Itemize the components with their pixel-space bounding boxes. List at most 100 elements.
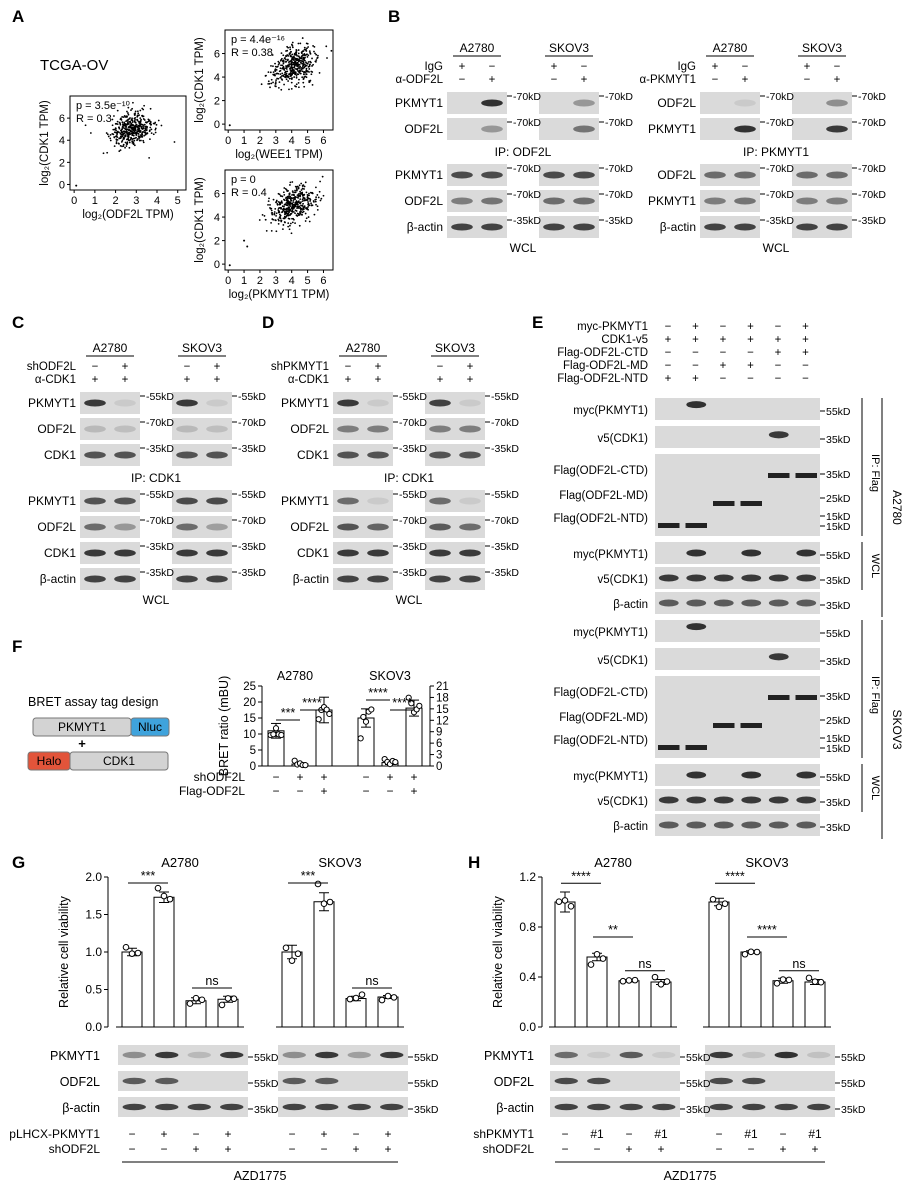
scatter-point	[280, 219, 282, 222]
scatter-point	[294, 209, 297, 212]
scatter-point	[118, 150, 121, 153]
scatter-point	[145, 129, 148, 131]
scatter-point	[89, 132, 92, 134]
scatter-point	[290, 87, 293, 90]
blot-band	[807, 1051, 831, 1059]
blot-membrane	[655, 814, 820, 836]
scatter-point	[112, 133, 115, 136]
p-value: p = 0	[231, 174, 256, 186]
blot-membrane	[333, 444, 393, 466]
scatter-point	[299, 190, 301, 193]
blot-band	[155, 1051, 179, 1059]
significance-label: ****	[757, 923, 777, 937]
condition-sign: −	[720, 321, 727, 333]
scatter-point	[288, 63, 291, 66]
scatter-point	[293, 196, 296, 199]
scatter-point	[118, 137, 121, 140]
scatter-point	[286, 204, 289, 206]
scatter-point	[285, 74, 288, 77]
blot-strip	[425, 418, 485, 440]
scatter-point	[300, 207, 303, 210]
scatter-point	[294, 222, 296, 225]
data-point	[811, 978, 819, 985]
mw-label: -55kD	[146, 489, 174, 501]
scatter-point	[292, 58, 295, 61]
blot-band	[774, 1103, 798, 1111]
condition-sign: +	[320, 784, 327, 798]
scatter-point	[119, 118, 122, 121]
scatter-point	[119, 133, 122, 135]
blot-band	[826, 171, 848, 179]
scatter-point	[130, 127, 133, 130]
data-point	[384, 992, 392, 1000]
scatter-point	[317, 54, 319, 57]
x-tick-label: 4	[289, 275, 295, 287]
data-point	[192, 994, 200, 1002]
scatter-point	[307, 208, 309, 211]
scatter-point	[299, 61, 302, 64]
blot-band	[741, 796, 762, 804]
scatter-point	[301, 37, 304, 39]
scatter-point	[288, 61, 290, 64]
scatter-point	[316, 208, 319, 211]
scatter-point	[313, 213, 316, 216]
y-axis-label: BRET ratio (mBU)	[217, 676, 231, 776]
scatter-point	[147, 118, 150, 121]
blot-label-PKMYT1: PKMYT1	[281, 396, 329, 410]
scatter-point	[277, 87, 280, 89]
y-tick-label-right: 21	[436, 681, 449, 693]
scatter-point	[113, 136, 116, 139]
blot-strip	[172, 490, 232, 512]
blot-band	[220, 1051, 244, 1059]
blot-band	[459, 425, 481, 433]
scatter-point	[157, 119, 160, 122]
panel-label-B: B	[388, 7, 400, 26]
scatter-point	[277, 60, 280, 63]
scatter-plot-1	[69, 95, 187, 191]
blot-strip	[172, 568, 232, 590]
scatter-point	[113, 128, 116, 131]
scatter-point	[305, 50, 308, 52]
scatter-point	[288, 209, 291, 212]
scatter-point	[137, 112, 140, 115]
condition-sign: +	[779, 1142, 786, 1156]
scatter-point	[282, 198, 285, 201]
scatter-point	[309, 60, 312, 63]
blot-membrane	[655, 789, 820, 811]
scatter-point	[280, 88, 283, 91]
scatter-point	[148, 130, 151, 133]
scatter-point	[130, 109, 132, 112]
nluc-tag	[130, 717, 170, 737]
blot-band	[176, 549, 198, 557]
blot-band	[176, 451, 198, 459]
mw-label: -55kD	[491, 391, 519, 403]
scatter-point	[111, 118, 114, 121]
scatter-point	[294, 212, 296, 215]
plot-frame	[224, 169, 334, 271]
scatter-point	[315, 198, 317, 201]
data-point	[218, 1001, 226, 1009]
scatter-point	[136, 110, 139, 113]
mw-label: -70kD	[513, 163, 541, 175]
scatter-point	[141, 115, 144, 118]
scatter-point	[295, 75, 298, 77]
mw-label: -55kD	[399, 391, 427, 403]
scatter-point	[301, 198, 304, 201]
scatter-point	[275, 212, 278, 215]
scatter-point	[308, 50, 311, 53]
blot-membrane	[447, 92, 507, 114]
scatter-point	[307, 216, 310, 218]
condition-sign: −	[551, 74, 558, 86]
blot-band	[573, 197, 595, 205]
scatter-point	[127, 135, 130, 138]
mw-label: -55kD	[491, 489, 519, 501]
scatter-point	[279, 76, 282, 79]
condition-sign: +	[834, 74, 841, 86]
y-axis-label: log₂(CDK1 TPM)	[39, 100, 51, 186]
data-point	[392, 758, 399, 766]
blot-band	[795, 695, 817, 700]
condition-sign: −	[288, 1142, 295, 1156]
scatter-point	[291, 194, 293, 196]
blot-membrane	[539, 118, 599, 140]
blot-membrane	[539, 164, 599, 186]
